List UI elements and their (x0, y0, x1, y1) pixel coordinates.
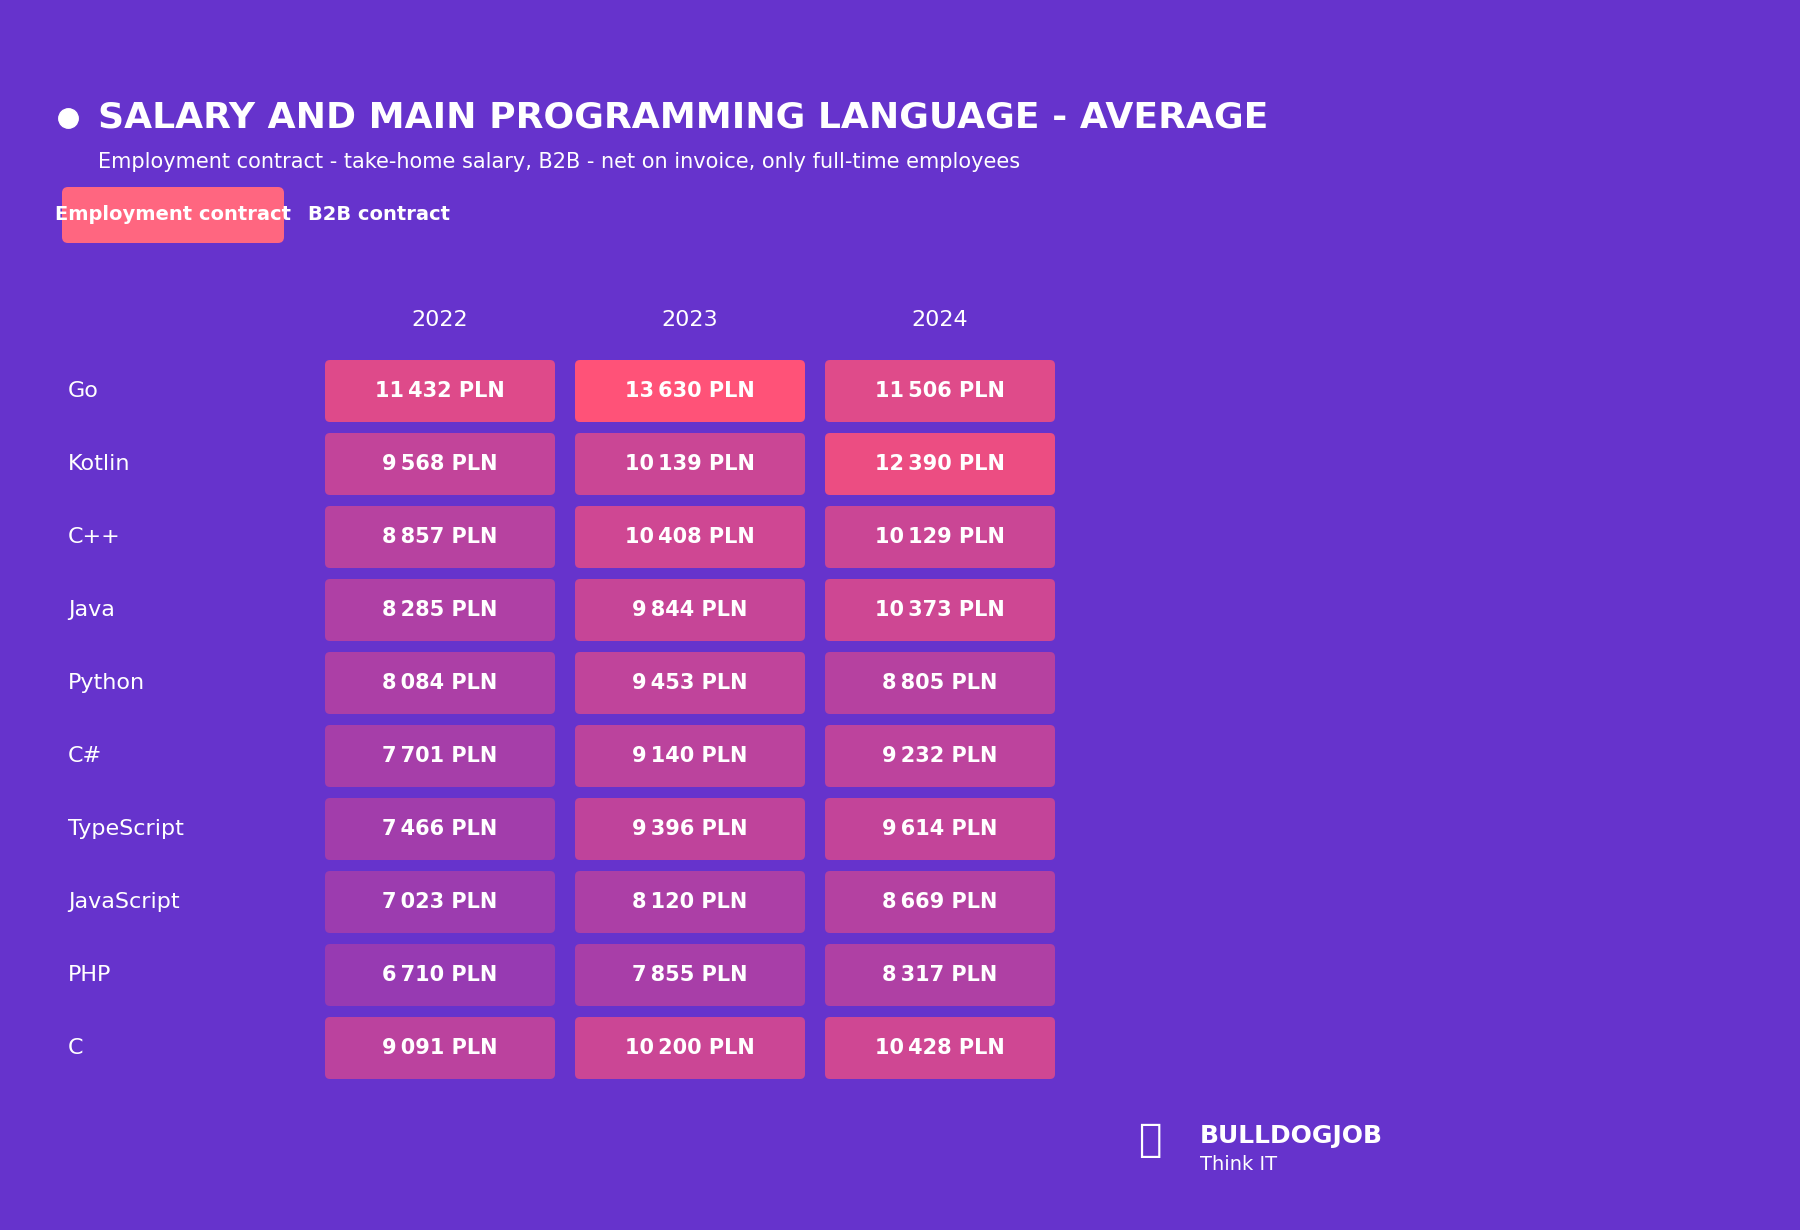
Text: 7 023 PLN: 7 023 PLN (382, 892, 497, 911)
Text: 9 614 PLN: 9 614 PLN (882, 819, 997, 839)
FancyBboxPatch shape (574, 360, 805, 422)
FancyBboxPatch shape (824, 1017, 1055, 1079)
FancyBboxPatch shape (574, 506, 805, 568)
Text: Kotlin: Kotlin (68, 454, 130, 474)
FancyBboxPatch shape (326, 871, 554, 934)
FancyBboxPatch shape (326, 433, 554, 494)
Text: 12 390 PLN: 12 390 PLN (875, 454, 1004, 474)
FancyBboxPatch shape (326, 798, 554, 860)
Text: 2024: 2024 (911, 310, 968, 330)
Text: 10 129 PLN: 10 129 PLN (875, 526, 1004, 547)
Text: 10 373 PLN: 10 373 PLN (875, 600, 1004, 620)
FancyBboxPatch shape (824, 798, 1055, 860)
Text: 8 120 PLN: 8 120 PLN (632, 892, 747, 911)
Text: C#: C# (68, 747, 103, 766)
FancyBboxPatch shape (574, 652, 805, 713)
Text: B2B contract: B2B contract (308, 205, 450, 225)
FancyBboxPatch shape (61, 187, 284, 244)
Text: 8 669 PLN: 8 669 PLN (882, 892, 997, 911)
Text: 7 701 PLN: 7 701 PLN (382, 747, 497, 766)
Text: 10 200 PLN: 10 200 PLN (625, 1038, 754, 1058)
Text: 13 630 PLN: 13 630 PLN (625, 381, 754, 401)
Text: JavaScript: JavaScript (68, 892, 180, 911)
Text: 9 091 PLN: 9 091 PLN (382, 1038, 499, 1058)
FancyBboxPatch shape (824, 943, 1055, 1006)
Text: 9 396 PLN: 9 396 PLN (632, 819, 747, 839)
Text: 7 466 PLN: 7 466 PLN (382, 819, 497, 839)
FancyBboxPatch shape (824, 506, 1055, 568)
Text: Python: Python (68, 673, 146, 692)
FancyBboxPatch shape (824, 579, 1055, 641)
Text: 9 140 PLN: 9 140 PLN (632, 747, 747, 766)
FancyBboxPatch shape (574, 943, 805, 1006)
FancyBboxPatch shape (574, 798, 805, 860)
Text: 10 428 PLN: 10 428 PLN (875, 1038, 1004, 1058)
FancyBboxPatch shape (326, 506, 554, 568)
FancyBboxPatch shape (824, 360, 1055, 422)
Text: 9 453 PLN: 9 453 PLN (632, 673, 747, 692)
FancyBboxPatch shape (824, 724, 1055, 787)
Text: 8 317 PLN: 8 317 PLN (882, 966, 997, 985)
FancyBboxPatch shape (326, 943, 554, 1006)
Text: 9 844 PLN: 9 844 PLN (632, 600, 747, 620)
Text: 8 084 PLN: 8 084 PLN (382, 673, 497, 692)
Text: 8 857 PLN: 8 857 PLN (382, 526, 497, 547)
Text: 9 232 PLN: 9 232 PLN (882, 747, 997, 766)
FancyBboxPatch shape (326, 1017, 554, 1079)
Text: 7 855 PLN: 7 855 PLN (632, 966, 747, 985)
Text: Go: Go (68, 381, 99, 401)
Text: SALARY AND MAIN PROGRAMMING LANGUAGE - AVERAGE: SALARY AND MAIN PROGRAMMING LANGUAGE - A… (97, 101, 1269, 135)
Text: 9 568 PLN: 9 568 PLN (382, 454, 499, 474)
Text: Employment contract - take-home salary, B2B - net on invoice, only full-time emp: Employment contract - take-home salary, … (97, 153, 1021, 172)
Text: BULLDOGJOB: BULLDOGJOB (1201, 1124, 1382, 1148)
FancyBboxPatch shape (574, 579, 805, 641)
FancyBboxPatch shape (824, 652, 1055, 713)
FancyBboxPatch shape (824, 871, 1055, 934)
Text: 2023: 2023 (662, 310, 718, 330)
Text: Think IT: Think IT (1201, 1155, 1278, 1173)
FancyBboxPatch shape (574, 1017, 805, 1079)
Text: 8 805 PLN: 8 805 PLN (882, 673, 997, 692)
FancyBboxPatch shape (574, 724, 805, 787)
Text: 6 710 PLN: 6 710 PLN (382, 966, 497, 985)
Text: Java: Java (68, 600, 115, 620)
FancyBboxPatch shape (574, 871, 805, 934)
Text: 8 285 PLN: 8 285 PLN (382, 600, 497, 620)
Text: 🐕: 🐕 (1138, 1121, 1161, 1159)
FancyBboxPatch shape (326, 360, 554, 422)
FancyBboxPatch shape (574, 433, 805, 494)
FancyBboxPatch shape (824, 433, 1055, 494)
Text: 10 139 PLN: 10 139 PLN (625, 454, 754, 474)
Text: 11 432 PLN: 11 432 PLN (374, 381, 504, 401)
Text: TypeScript: TypeScript (68, 819, 184, 839)
Text: PHP: PHP (68, 966, 112, 985)
FancyBboxPatch shape (326, 579, 554, 641)
Text: 11 506 PLN: 11 506 PLN (875, 381, 1004, 401)
Text: 2022: 2022 (412, 310, 468, 330)
Text: 10 408 PLN: 10 408 PLN (625, 526, 754, 547)
Text: C: C (68, 1038, 83, 1058)
Text: Employment contract: Employment contract (56, 205, 292, 225)
Text: C++: C++ (68, 526, 121, 547)
FancyBboxPatch shape (326, 724, 554, 787)
FancyBboxPatch shape (326, 652, 554, 713)
